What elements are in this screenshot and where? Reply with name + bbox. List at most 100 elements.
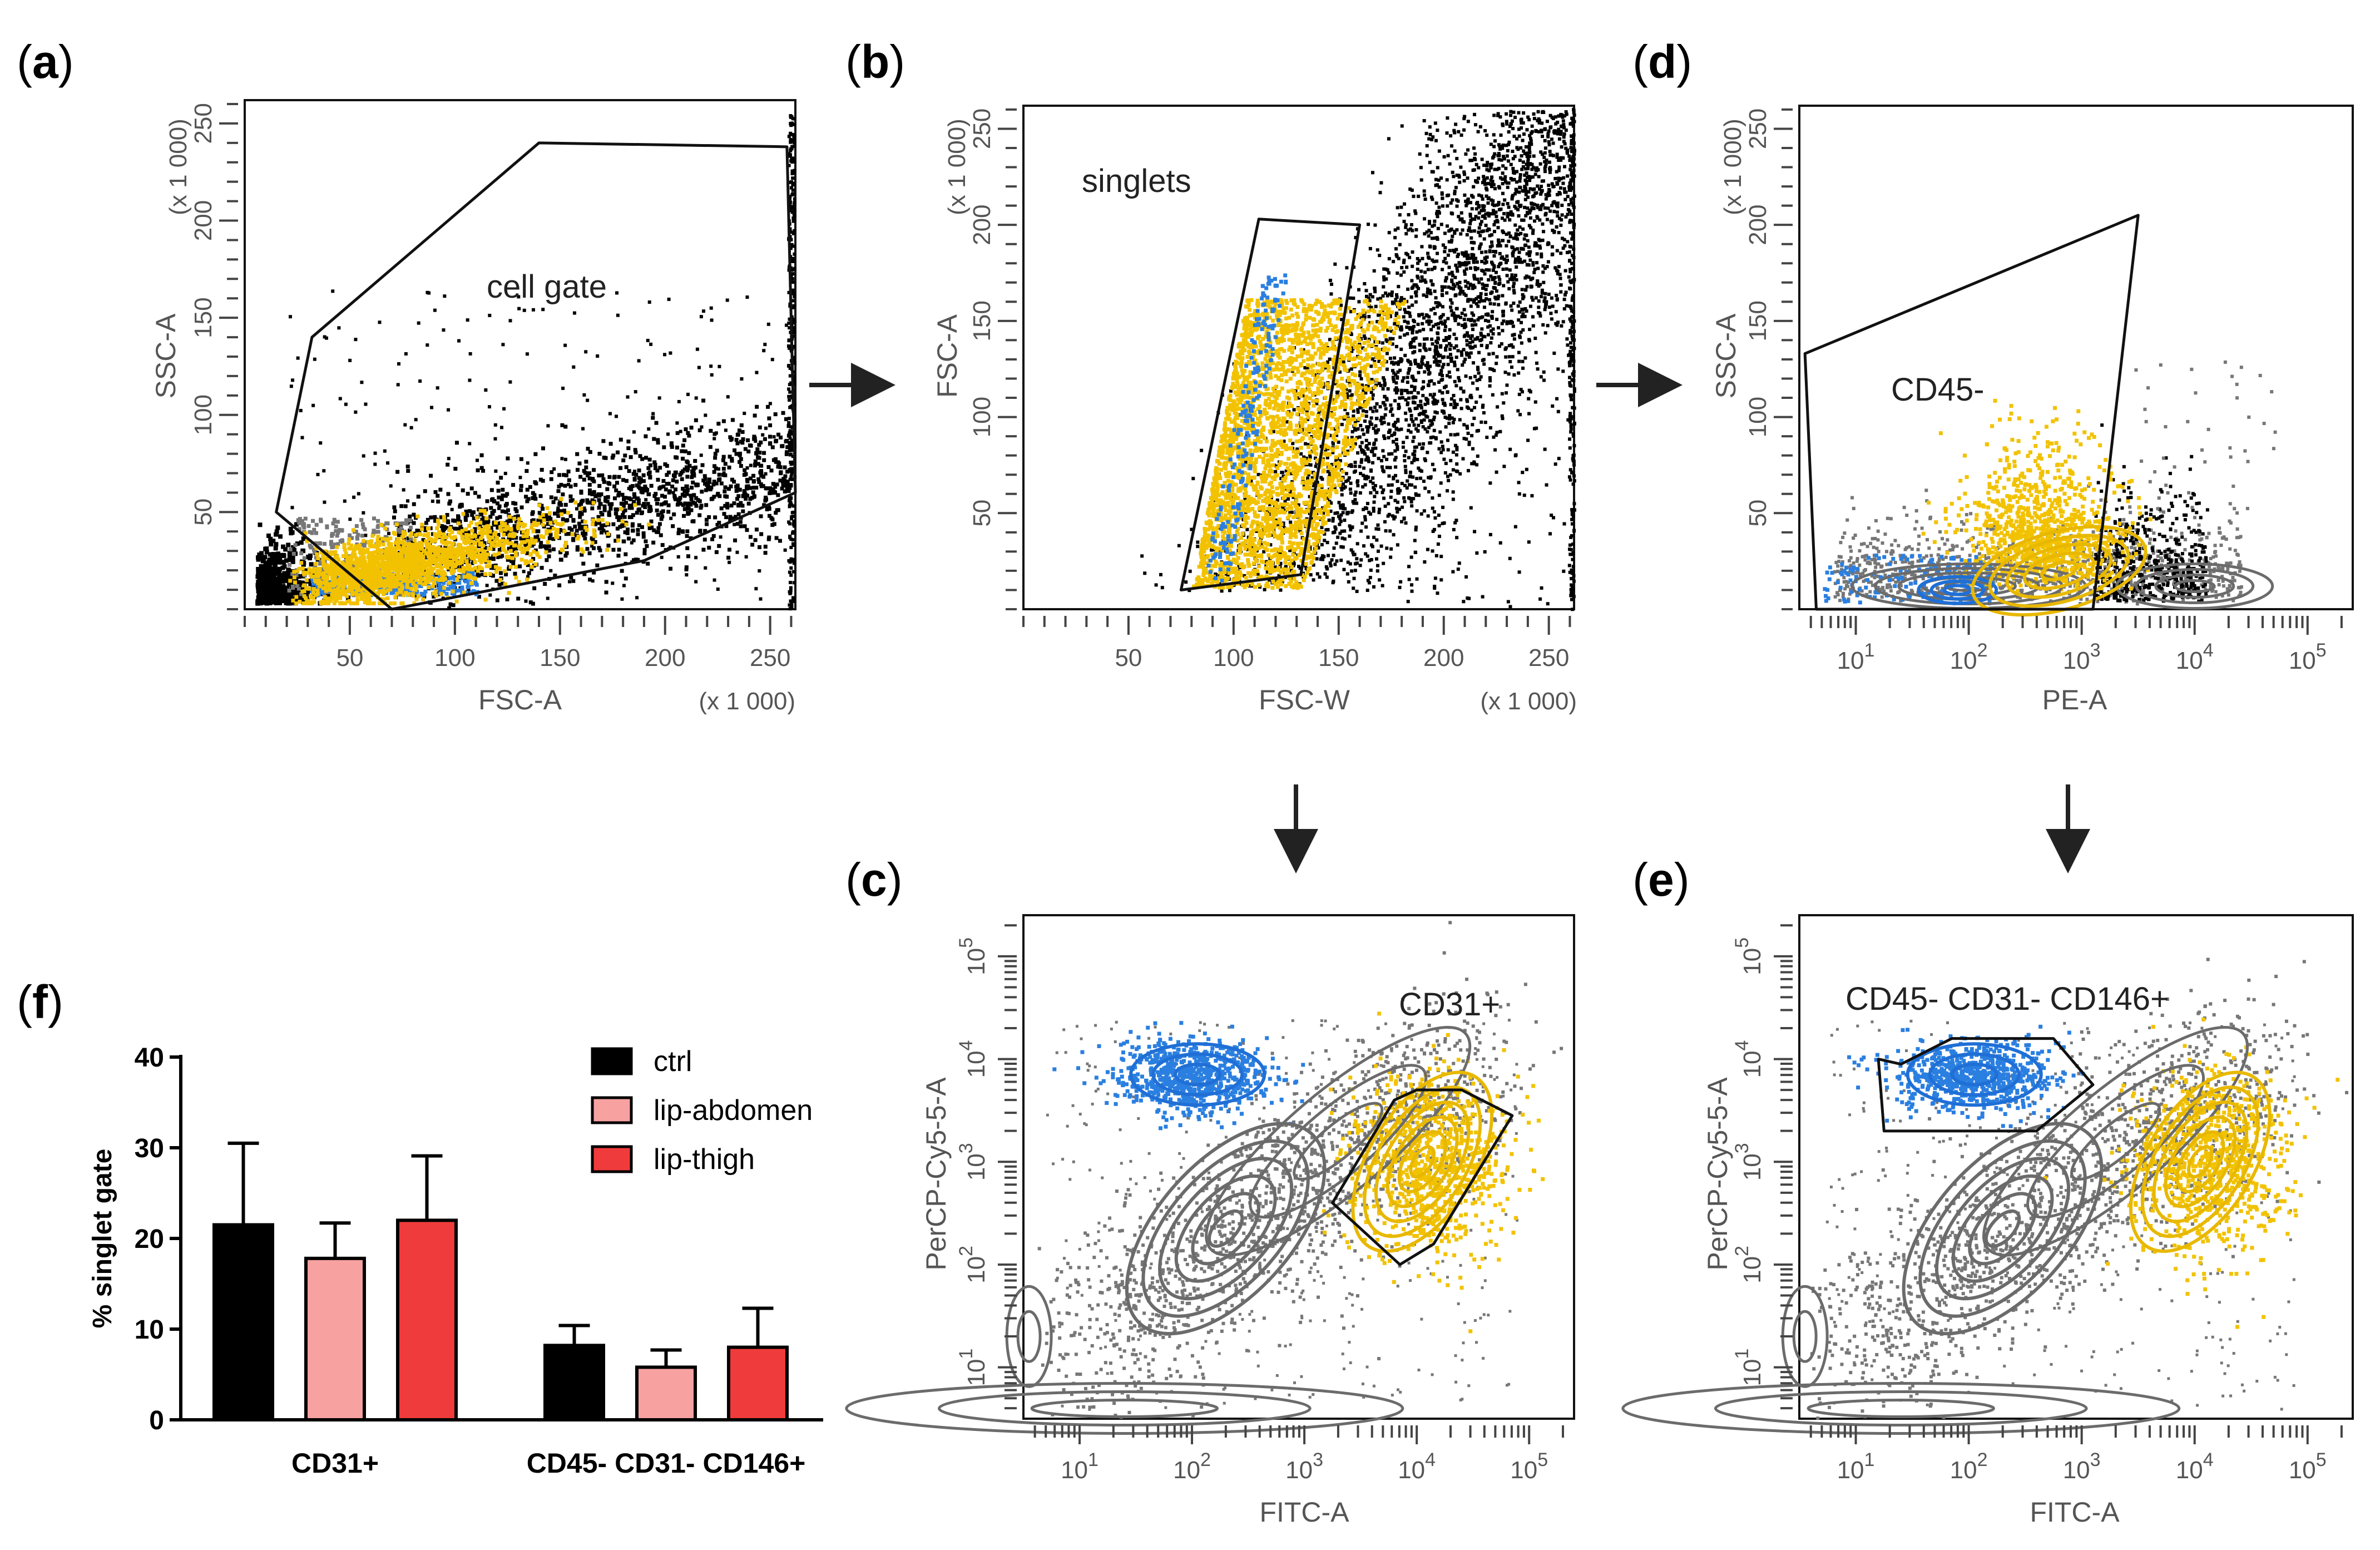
event-dot [290,572,295,576]
event-dot [664,500,668,505]
event-dot [459,503,464,508]
event-dot [452,551,457,555]
event-dot [327,580,331,584]
event-dot [386,461,390,465]
event-dot [671,473,676,477]
event-dot [685,492,689,496]
event-dot [549,477,553,481]
event-dot [556,506,560,510]
event-dot [533,496,537,500]
event-dot [284,598,289,603]
event-dot [630,506,634,510]
event-dot [785,450,789,455]
event-dot [441,536,445,540]
event-dot [485,584,489,588]
event-dot [301,522,306,526]
event-dot [405,585,409,589]
event-dot [510,556,514,560]
event-dot [394,522,399,527]
event-dot [357,492,360,496]
event-dot [624,501,629,505]
event-dot [299,551,304,555]
event-dot [274,532,279,537]
event-dot [547,529,552,534]
event-dot [687,501,692,506]
event-dot [1332,554,1335,557]
event-dot [585,547,590,551]
event-dot [671,491,675,495]
event-dot [1327,554,1330,557]
event-dot [570,532,575,536]
event-dot [531,601,535,606]
event-dot [417,564,422,568]
event-dot [473,527,477,531]
event-dot [383,574,387,578]
event-dot [334,562,338,567]
event-dot [323,542,327,546]
event-dot [341,585,345,590]
event-dot [790,602,794,606]
event-dot [570,527,574,532]
event-dot [497,504,502,509]
event-dot [507,534,512,538]
event-dot [352,495,356,499]
event-dot [741,493,745,498]
event-dot [789,159,793,163]
event-dot [518,476,522,480]
event-dot [1543,296,1547,300]
event-dot [331,565,335,569]
event-dot [388,555,392,560]
event-dot [428,570,433,575]
event-dot [461,488,465,492]
event-dot [754,527,759,532]
event-dot [613,507,618,512]
event-dot [354,338,358,342]
event-dot [274,580,279,585]
event-dot [261,585,266,590]
event-dot [319,591,324,596]
event-dot [264,590,269,595]
event-dot [277,581,282,586]
event-dot [761,484,765,488]
event-dot [478,509,483,513]
event-dot [415,514,420,519]
event-dot [446,492,451,496]
event-dot [357,593,362,597]
event-dot [398,532,402,536]
event-dot [790,272,794,276]
event-dot [493,423,497,427]
event-dot [636,496,640,501]
event-dot [768,491,772,495]
event-dot [647,457,652,462]
event-dot [1329,292,1333,296]
event-dot [421,593,425,597]
event-dot [501,581,505,586]
event-dot [398,567,403,571]
event-dot [354,560,358,565]
event-dot [728,435,733,440]
event-dot [469,486,474,491]
event-dot [791,256,795,260]
event-dot [697,428,702,432]
event-dot [275,525,280,530]
event-dot [606,481,611,485]
event-dot [383,549,387,553]
event-dot [788,560,792,564]
event-dot [401,579,405,583]
event-dot [392,601,397,606]
event-dot [532,493,537,497]
event-dot [489,488,494,492]
event-dot [487,539,492,544]
event-dot [618,515,623,520]
event-dot [412,601,417,606]
event-dot [600,473,605,477]
event-dot [685,501,690,506]
event-dot [453,526,457,531]
event-dot [270,592,275,597]
event-dot [620,519,625,524]
event-dot [591,518,596,522]
event-dot [778,465,783,470]
event-dot [598,548,602,552]
event-dot [276,600,281,605]
event-dot [423,568,427,572]
